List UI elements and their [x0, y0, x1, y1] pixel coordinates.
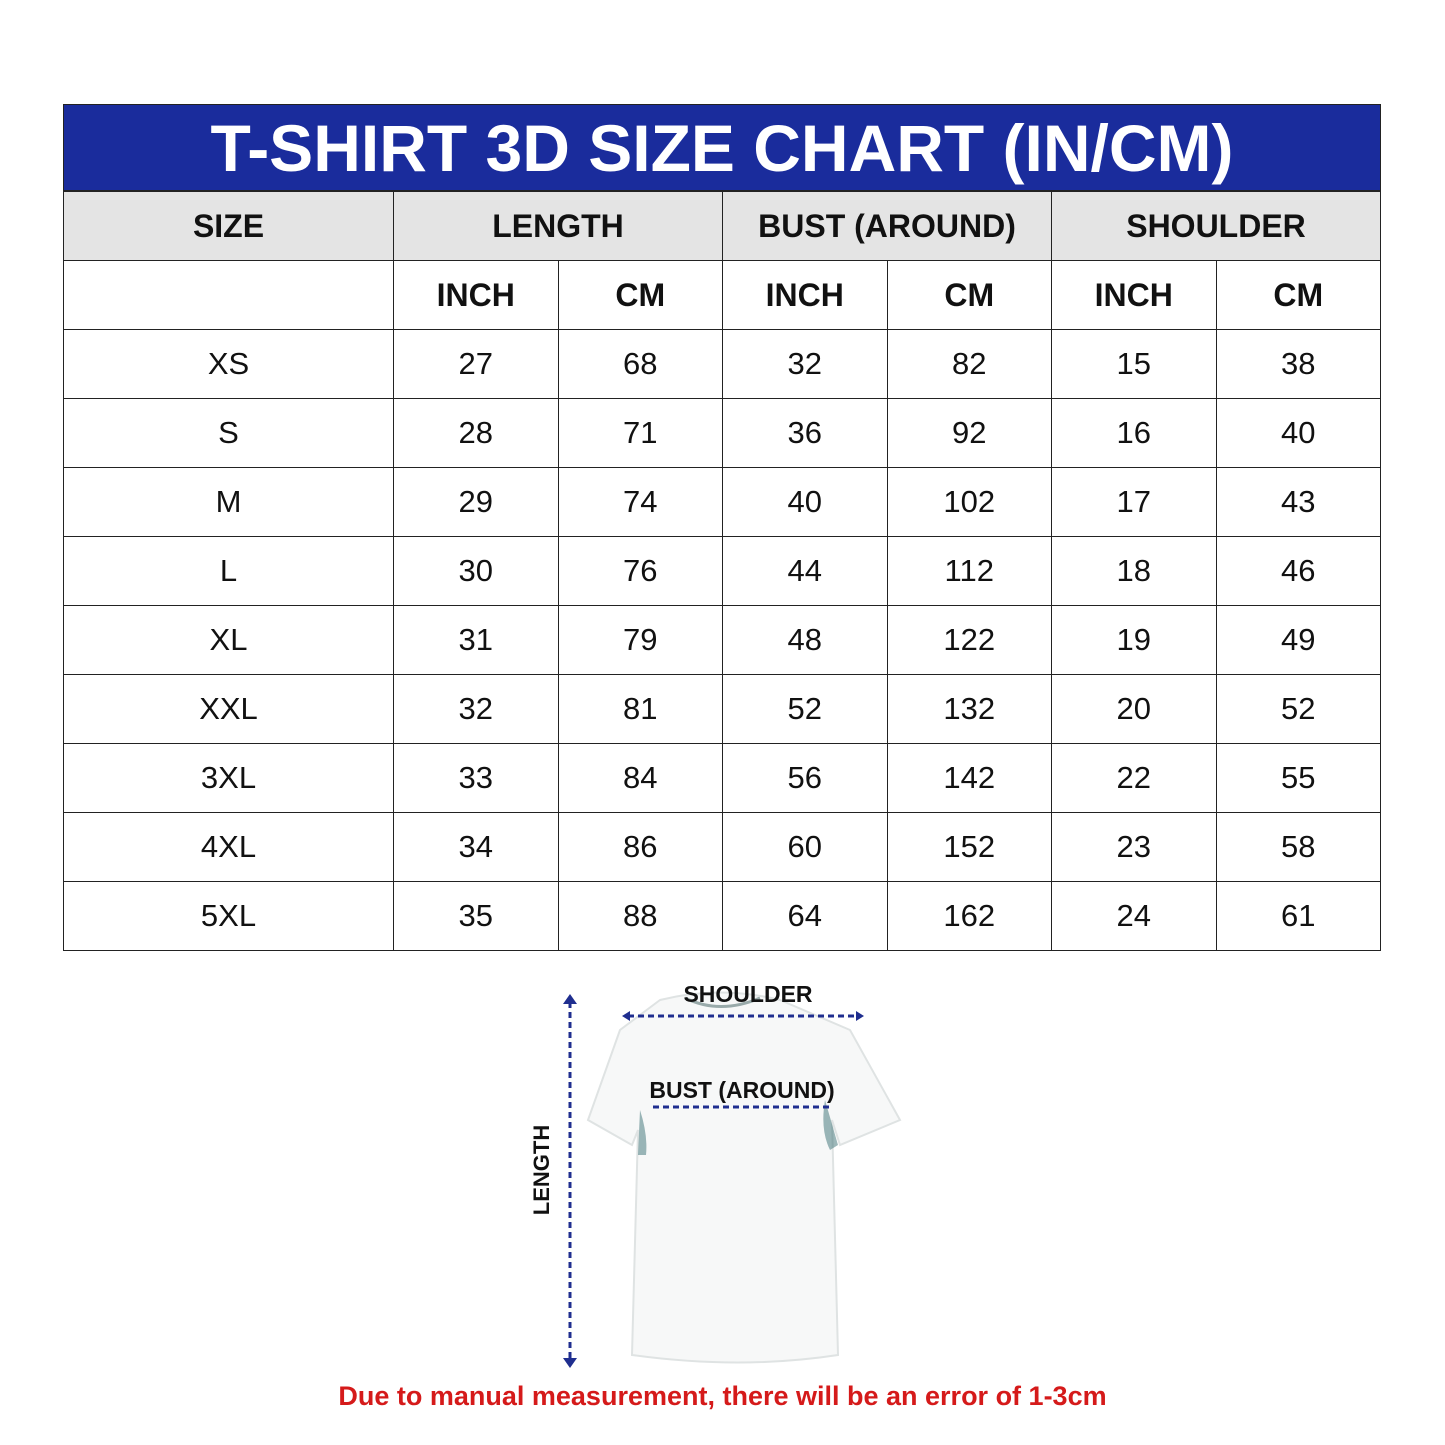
measurement-cell: 112: [886, 536, 1052, 606]
length-label: LENGTH: [529, 1125, 554, 1215]
unit-label: INCH: [393, 260, 559, 330]
measurement-note: Due to manual measurement, there will be…: [338, 1381, 1107, 1411]
unit-label: CM: [886, 260, 1052, 330]
size-cell: XL: [63, 605, 394, 675]
measurement-cell: 102: [886, 467, 1052, 537]
header-bust: BUST (AROUND): [722, 191, 1052, 261]
unit-label: CM: [1215, 260, 1381, 330]
measurement-cell: 58: [1215, 812, 1381, 882]
measurement-cell: 30: [393, 536, 559, 606]
measurement-cell: 60: [722, 812, 888, 882]
measurement-cell: 16: [1051, 398, 1217, 468]
measurement-cell: 22: [1051, 743, 1217, 813]
measurement-cell: 35: [393, 881, 559, 951]
measurement-cell: 18: [1051, 536, 1217, 606]
bust-label: BUST (AROUND): [649, 1077, 834, 1103]
shoulder-label: SHOULDER: [683, 981, 812, 1007]
measurement-cell: 32: [722, 329, 888, 399]
header-size: SIZE: [63, 191, 394, 261]
tshirt-collar: [684, 996, 761, 1008]
measurement-cell: 17: [1051, 467, 1217, 537]
chart-title: T-SHIRT 3D SIZE CHART (IN/CM): [63, 104, 1381, 191]
measurement-cell: 46: [1215, 536, 1381, 606]
measurement-cell: 38: [1215, 329, 1381, 399]
size-chart: T-SHIRT 3D SIZE CHART (IN/CM) SIZE LENGT…: [63, 104, 1381, 951]
table-row: XS 27 68 32 82 15 38: [63, 329, 1381, 399]
measurement-cell: 132: [886, 674, 1052, 744]
measurement-cell: 23: [1051, 812, 1217, 882]
table-row: M 29 74 40 102 17 43: [63, 467, 1381, 537]
unit-row: INCH CM INCH CM INCH CM: [63, 260, 1381, 330]
measurement-cell: 64: [722, 881, 888, 951]
unit-label: INCH: [722, 260, 888, 330]
measurement-cell: 32: [393, 674, 559, 744]
size-cell: 4XL: [63, 812, 394, 882]
measurement-cell: 82: [886, 329, 1052, 399]
size-cell: S: [63, 398, 394, 468]
header-shoulder: SHOULDER: [1051, 191, 1381, 261]
measurement-cell: 88: [557, 881, 723, 951]
measurement-cell: 76: [557, 536, 723, 606]
measurement-cell: 19: [1051, 605, 1217, 675]
measurement-cell: 142: [886, 743, 1052, 813]
size-cell: 3XL: [63, 743, 394, 813]
measurement-cell: 56: [722, 743, 888, 813]
size-cell: L: [63, 536, 394, 606]
measurement-cell: 29: [393, 467, 559, 537]
measurement-cell: 74: [557, 467, 723, 537]
size-table: SIZE LENGTH BUST (AROUND) SHOULDER INCH …: [63, 191, 1381, 951]
measurement-cell: 84: [557, 743, 723, 813]
measurement-cell: 162: [886, 881, 1052, 951]
size-cell: XS: [63, 329, 394, 399]
measurement-cell: 40: [1215, 398, 1381, 468]
measurement-cell: 36: [722, 398, 888, 468]
tshirt-shape: [586, 991, 902, 1364]
unit-blank: [63, 260, 394, 330]
table-row: XL 31 79 48 122 19 49: [63, 605, 1381, 675]
table-row: L 30 76 44 112 18 46: [63, 536, 1381, 606]
unit-label: CM: [557, 260, 723, 330]
header-row: SIZE LENGTH BUST (AROUND) SHOULDER: [63, 191, 1381, 261]
measurement-cell: 20: [1051, 674, 1217, 744]
measurement-cell: 31: [393, 605, 559, 675]
measurement-cell: 68: [557, 329, 723, 399]
header-length: LENGTH: [393, 191, 723, 261]
table-row: 5XL 35 88 64 162 24 61: [63, 881, 1381, 951]
measurement-cell: 152: [886, 812, 1052, 882]
measurement-cell: 86: [557, 812, 723, 882]
measurement-cell: 122: [886, 605, 1052, 675]
measurement-cell: 15: [1051, 329, 1217, 399]
measurement-cell: 52: [1215, 674, 1381, 744]
table-row: XXL 32 81 52 132 20 52: [63, 674, 1381, 744]
measurement-cell: 49: [1215, 605, 1381, 675]
measurement-cell: 24: [1051, 881, 1217, 951]
measurement-cell: 71: [557, 398, 723, 468]
table-row: 4XL 34 86 60 152 23 58: [63, 812, 1381, 882]
unit-label: INCH: [1051, 260, 1217, 330]
measurement-cell: 52: [722, 674, 888, 744]
measurement-cell: 79: [557, 605, 723, 675]
measurement-cell: 28: [393, 398, 559, 468]
measurement-cell: 81: [557, 674, 723, 744]
measurement-cell: 48: [722, 605, 888, 675]
measurement-cell: 43: [1215, 467, 1381, 537]
size-cell: 5XL: [63, 881, 394, 951]
measurement-cell: 92: [886, 398, 1052, 468]
table-row: S 28 71 36 92 16 40: [63, 398, 1381, 468]
measurement-cell: 34: [393, 812, 559, 882]
size-cell: XXL: [63, 674, 394, 744]
measurement-cell: 27: [393, 329, 559, 399]
size-cell: M: [63, 467, 394, 537]
measurement-cell: 61: [1215, 881, 1381, 951]
measurement-cell: 44: [722, 536, 888, 606]
measurement-cell: 55: [1215, 743, 1381, 813]
measurement-cell: 33: [393, 743, 559, 813]
measurement-cell: 40: [722, 467, 888, 537]
table-row: 3XL 33 84 56 142 22 55: [63, 743, 1381, 813]
tshirt-illustration: SHOULDER BUST (AROUND) LENGTH: [529, 981, 902, 1368]
